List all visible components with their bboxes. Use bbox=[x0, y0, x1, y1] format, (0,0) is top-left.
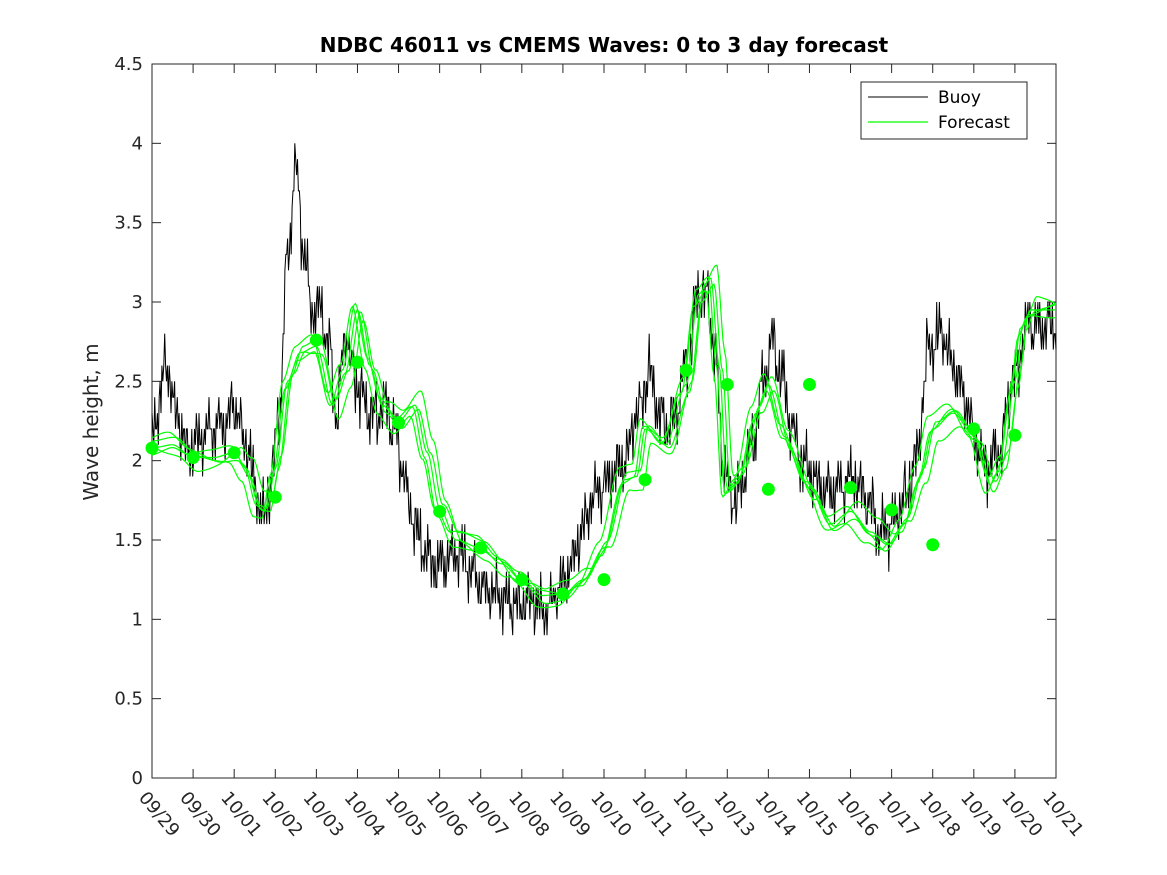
forecast-marker bbox=[638, 473, 652, 487]
forecast-marker bbox=[145, 441, 159, 455]
y-tick-label: 1.5 bbox=[114, 530, 143, 551]
forecast-marker bbox=[967, 422, 981, 436]
legend-box bbox=[860, 81, 1028, 140]
forecast-marker bbox=[392, 416, 406, 430]
forecast-marker bbox=[885, 503, 899, 517]
y-tick-label: 2 bbox=[132, 451, 143, 472]
forecast-marker bbox=[227, 446, 241, 460]
y-tick-label: 4 bbox=[132, 133, 143, 154]
forecast-marker bbox=[309, 333, 323, 347]
forecast-series-line bbox=[151, 290, 1057, 609]
forecast-marker bbox=[350, 355, 364, 369]
forecast-marker bbox=[515, 573, 529, 587]
forecast-marker bbox=[679, 363, 693, 377]
forecast-marker bbox=[802, 378, 816, 392]
legend-buoy-label: Buoy bbox=[938, 88, 981, 108]
forecast-marker bbox=[597, 573, 611, 587]
y-tick-label: 1 bbox=[132, 609, 143, 630]
buoy-series-line bbox=[151, 143, 1057, 636]
forecast-marker bbox=[844, 481, 858, 495]
forecast-series-line bbox=[151, 276, 1056, 596]
y-tick-label: 0.5 bbox=[114, 689, 143, 710]
forecast-marker bbox=[926, 538, 940, 552]
y-tick-label: 3.5 bbox=[114, 213, 143, 234]
forecast-marker bbox=[433, 504, 447, 518]
y-tick-label: 2.5 bbox=[114, 371, 143, 392]
y-axis-label: Wave height, m bbox=[79, 343, 103, 500]
forecast-series-line bbox=[151, 264, 1057, 590]
forecast-marker bbox=[556, 587, 570, 601]
y-tick-label: 4.5 bbox=[114, 54, 143, 75]
forecast-marker bbox=[268, 490, 282, 504]
forecast-marker bbox=[1008, 428, 1022, 442]
forecast-marker bbox=[761, 482, 775, 496]
forecast-marker bbox=[720, 378, 734, 392]
forecast-marker bbox=[474, 541, 488, 555]
legend-forecast-label: Forecast bbox=[938, 113, 1010, 133]
legend: Buoy Forecast bbox=[860, 81, 1028, 140]
forecast-series-line bbox=[151, 283, 1057, 605]
y-tick-label: 3 bbox=[132, 292, 143, 313]
chart-title: NDBC 46011 vs CMEMS Waves: 0 to 3 day fo… bbox=[320, 33, 889, 57]
y-tick-label: 0 bbox=[132, 768, 143, 789]
forecast-marker bbox=[186, 450, 200, 464]
